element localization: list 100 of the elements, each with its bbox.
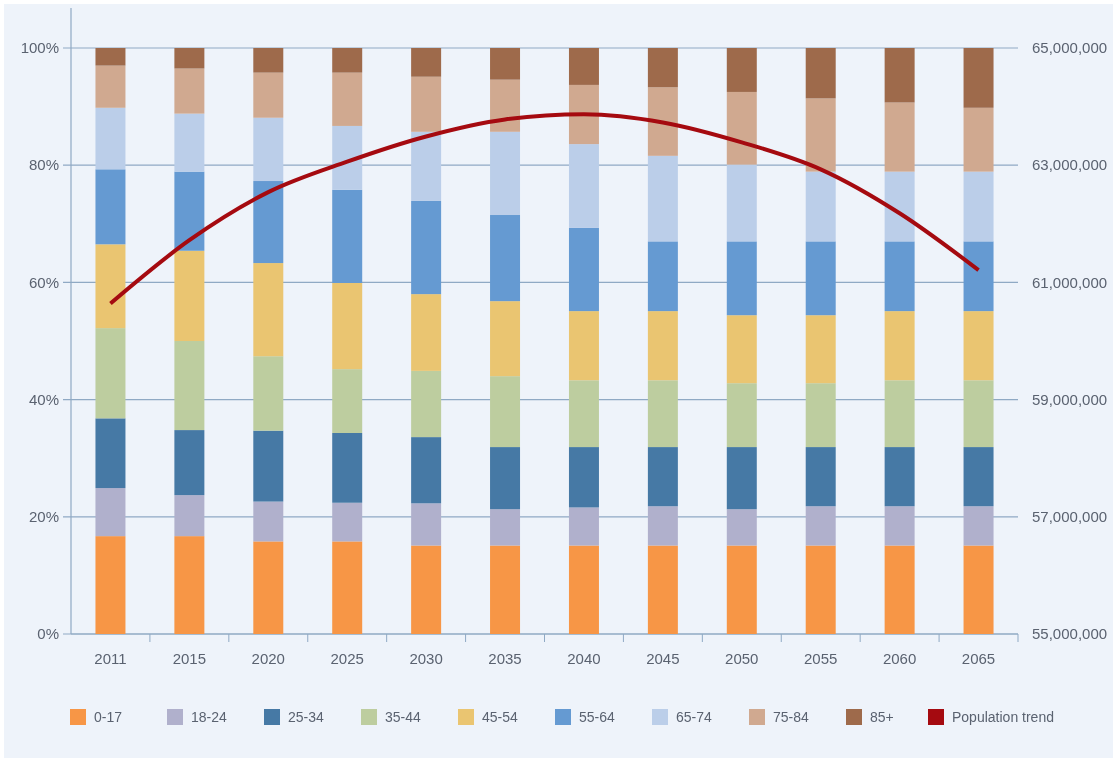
bar	[726, 383, 757, 448]
bar	[253, 356, 284, 431]
bar	[726, 241, 757, 316]
bar	[568, 507, 599, 546]
y-tick-label: 100%	[20, 39, 59, 57]
bar	[490, 545, 521, 634]
bar	[884, 380, 915, 448]
bar	[174, 250, 205, 341]
bar	[95, 536, 126, 634]
bar	[332, 369, 363, 433]
bar	[253, 501, 284, 542]
bar	[332, 502, 363, 542]
bar	[884, 545, 915, 634]
bar	[568, 380, 599, 448]
bar	[490, 509, 521, 546]
legend-label: Population trend	[952, 708, 1054, 725]
bar	[726, 509, 757, 546]
bar	[411, 503, 442, 546]
bar	[647, 87, 678, 156]
bar	[411, 76, 442, 132]
y-tick-label: 0%	[37, 625, 59, 643]
bar	[805, 383, 836, 448]
bar	[884, 506, 915, 546]
bar	[726, 545, 757, 634]
x-tick-label: 2011	[94, 650, 127, 667]
bar	[884, 447, 915, 507]
bar	[253, 541, 284, 634]
legend-label: 85+	[870, 708, 894, 725]
bar	[332, 48, 363, 73]
x-tick-label: 2050	[725, 650, 759, 667]
bar	[805, 315, 836, 384]
bar	[568, 545, 599, 634]
bar	[95, 48, 126, 66]
bar	[726, 91, 757, 165]
x-tick-label: 2025	[330, 650, 364, 667]
bar	[253, 263, 284, 357]
bar	[805, 241, 836, 316]
line-series	[108, 112, 981, 306]
bar	[490, 215, 521, 302]
bar	[884, 171, 915, 242]
bar	[411, 131, 442, 201]
bar	[253, 430, 284, 502]
bar	[963, 447, 994, 507]
legend-label: 75-84	[773, 708, 810, 725]
bar	[568, 447, 599, 508]
bar	[490, 447, 521, 510]
bar	[253, 117, 284, 182]
bar	[490, 376, 521, 448]
bar	[174, 171, 205, 251]
bar	[95, 65, 126, 108]
y2-tick-label: 55,000,000	[1032, 625, 1108, 643]
y2-tick-label: 59,000,000	[1032, 390, 1108, 408]
bar	[805, 98, 836, 172]
bar	[963, 48, 994, 108]
legend-label: 25-34	[288, 708, 325, 725]
y-tick-label: 60%	[28, 273, 59, 291]
bar	[647, 447, 678, 507]
bar	[726, 48, 757, 92]
bar	[411, 437, 442, 504]
legend-label: 0-17	[94, 708, 123, 725]
x-tick-label: 2020	[251, 650, 285, 667]
bar	[647, 506, 678, 546]
bar	[332, 125, 363, 190]
bar	[568, 311, 599, 381]
bar	[963, 380, 994, 448]
bar	[411, 370, 442, 438]
bar	[253, 48, 284, 73]
bar	[411, 48, 442, 77]
bar	[647, 155, 678, 242]
bar	[726, 164, 757, 242]
bar	[963, 545, 994, 634]
bar	[253, 181, 284, 264]
legend-label: 18-24	[191, 708, 228, 725]
bar	[963, 506, 994, 546]
bar	[332, 189, 363, 283]
bar	[647, 380, 678, 448]
bar	[95, 418, 126, 489]
legend-label: 65-74	[676, 708, 713, 725]
x-tick-label: 2055	[804, 650, 838, 667]
bar	[726, 447, 757, 510]
bar	[805, 171, 836, 242]
bar	[963, 241, 994, 312]
legend-label: 45-54	[482, 708, 519, 725]
legend-label: 55-64	[579, 708, 616, 725]
bar	[805, 506, 836, 546]
bar	[490, 79, 521, 132]
bar	[253, 72, 284, 118]
bar	[174, 68, 205, 114]
bar	[884, 241, 915, 312]
x-tick-label: 2030	[409, 650, 443, 667]
bar	[568, 84, 599, 145]
bar	[411, 294, 442, 371]
bar	[95, 488, 126, 537]
bar	[174, 113, 205, 172]
bar	[95, 328, 126, 419]
bar	[568, 144, 599, 228]
bar	[884, 48, 915, 103]
bar	[963, 171, 994, 242]
bar	[490, 131, 521, 216]
y2-tick-label: 57,000,000	[1032, 508, 1108, 526]
